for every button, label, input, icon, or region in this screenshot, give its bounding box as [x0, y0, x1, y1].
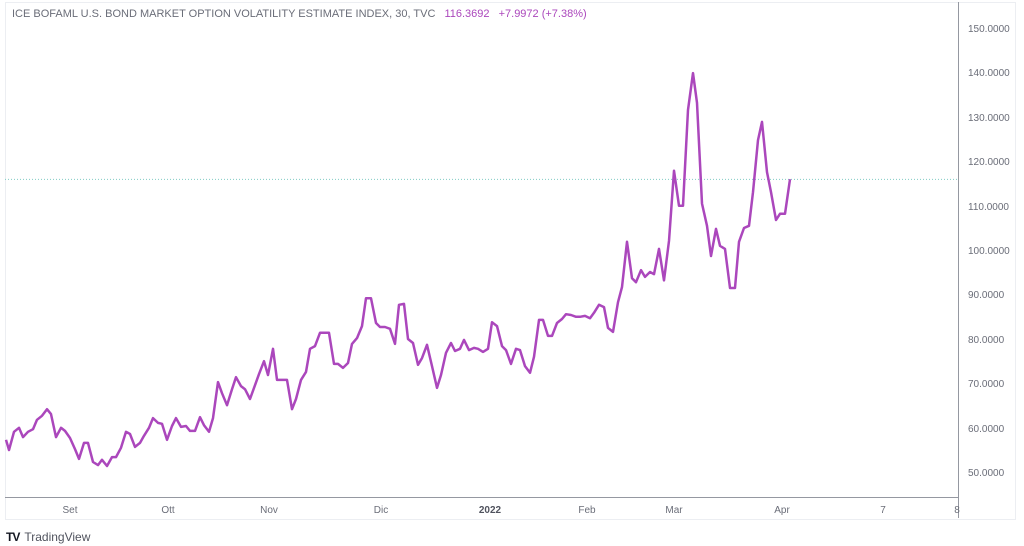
- price-axis-label: 100.0000: [968, 246, 1010, 257]
- time-axis-label: 7: [880, 505, 886, 516]
- price-axis-label: 110.0000: [968, 201, 1009, 213]
- price-axis-label: 130.0000: [968, 112, 1010, 124]
- time-axis-line: [5, 497, 958, 498]
- time-axis-label: Feb: [578, 505, 596, 516]
- price-axis-line: [958, 2, 959, 518]
- series-line[interactable]: [4, 71, 792, 468]
- price-change: +7.9972 (+7.38%): [498, 8, 587, 20]
- price-axis-label: 90.0000: [968, 290, 1005, 302]
- chart-legend: ICE BOFAML U.S. BOND MARKET OPTION VOLAT…: [12, 8, 587, 20]
- price-axis-label: 120.0000: [968, 157, 1010, 169]
- tradingview-brand[interactable]: TV TradingView: [6, 530, 90, 544]
- time-axis-label: Mar: [665, 505, 683, 516]
- price-axis-label: 70.0000: [968, 379, 1005, 391]
- time-axis-label: Nov: [260, 505, 278, 516]
- brand-name: TradingView: [24, 530, 91, 544]
- price-axis-label: 140.0000: [968, 68, 1010, 80]
- time-axis-label: Apr: [774, 505, 790, 516]
- price-axis-label: 150.0000: [968, 24, 1010, 35]
- chart-frame: [5, 2, 1016, 520]
- time-axis-label: 8: [954, 505, 960, 516]
- last-value: 116.3692: [444, 8, 490, 20]
- price-axis-label: 80.0000: [968, 334, 1005, 346]
- time-axis-label: Ott: [161, 505, 175, 516]
- time-axis-label: Set: [62, 505, 78, 516]
- tradingview-logo-icon: TV: [6, 530, 20, 544]
- price-axis-label: 60.0000: [968, 423, 1005, 435]
- symbol-title[interactable]: ICE BOFAML U.S. BOND MARKET OPTION VOLAT…: [12, 8, 436, 20]
- time-axis-label: Dic: [373, 505, 389, 516]
- price-axis-label: 50.0000: [968, 468, 1005, 479]
- time-axis-label: 2022: [478, 505, 502, 516]
